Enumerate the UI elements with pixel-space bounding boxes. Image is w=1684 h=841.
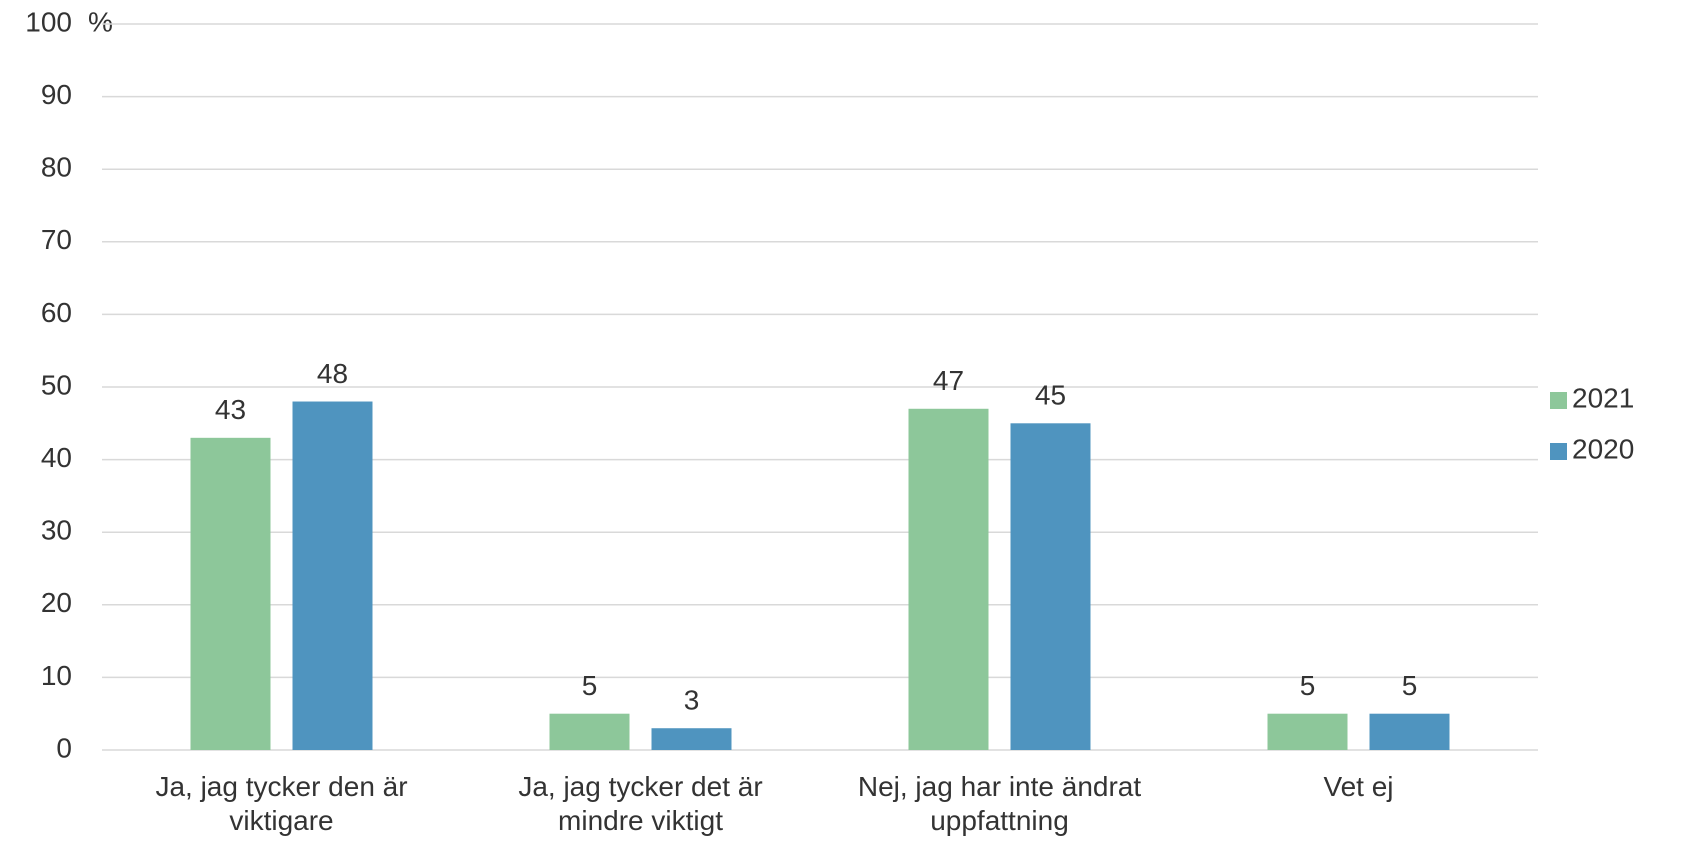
y-tick-label: 100 — [25, 6, 72, 37]
y-tick-label: 10 — [41, 660, 72, 691]
data-label: 45 — [1035, 380, 1066, 411]
y-tick-label: 60 — [41, 297, 72, 328]
x-tick-label: Nej, jag har inte ändrat uppfattning — [857, 771, 1142, 836]
bar — [1267, 713, 1348, 750]
legend-swatch — [1550, 443, 1567, 460]
legend-label: 2021 — [1572, 382, 1634, 413]
y-tick-label: 90 — [41, 79, 72, 110]
bar — [908, 408, 989, 750]
y-tick-label: 40 — [41, 442, 72, 473]
data-label: 3 — [684, 685, 700, 716]
y-axis-label: % — [88, 6, 113, 37]
data-label: 5 — [1402, 670, 1418, 701]
bar — [651, 728, 732, 750]
y-tick-label: 80 — [41, 152, 72, 183]
data-label: 5 — [582, 670, 598, 701]
x-tick-label: Ja, jag tycker den är viktigare — [155, 771, 408, 836]
y-tick-label: 20 — [41, 587, 72, 618]
data-label: 48 — [317, 358, 348, 389]
y-tick-label: 0 — [56, 732, 72, 763]
bar — [292, 401, 373, 750]
data-label: 47 — [933, 365, 964, 396]
data-label: 5 — [1300, 670, 1316, 701]
legend-swatch — [1550, 392, 1567, 409]
legend-label: 2020 — [1572, 433, 1634, 464]
bar — [1010, 423, 1091, 750]
x-tick-label: Ja, jag tycker det är mindre viktigt — [518, 771, 763, 836]
y-tick-label: 70 — [41, 224, 72, 255]
y-tick-label: 30 — [41, 515, 72, 546]
x-tick-label: Vet ej — [1323, 771, 1394, 802]
data-label: 43 — [215, 394, 246, 425]
bar — [1369, 713, 1450, 750]
bar — [549, 713, 630, 750]
bar — [190, 437, 271, 750]
y-tick-label: 50 — [41, 369, 72, 400]
